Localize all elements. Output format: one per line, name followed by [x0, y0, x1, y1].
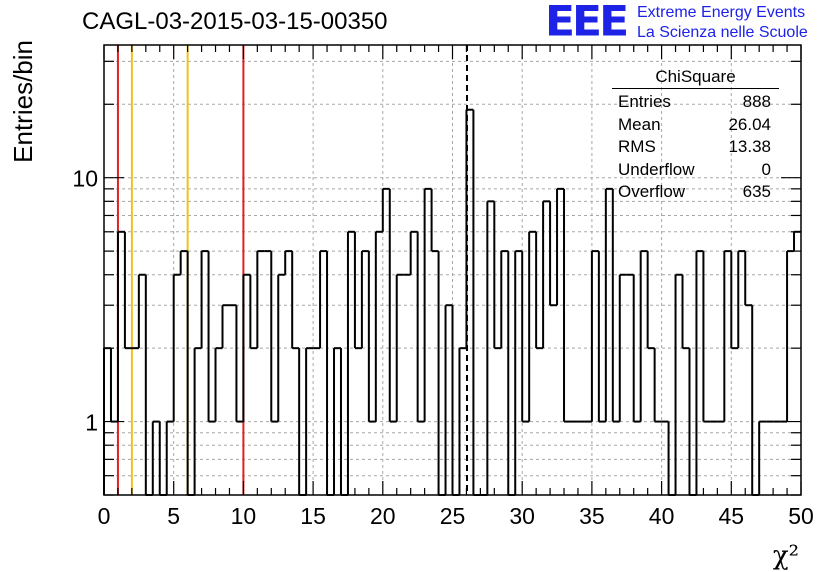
x-tick-label: 30 — [509, 503, 535, 529]
stat-label: RMS — [618, 137, 656, 156]
stat-row: Overflow 635 — [612, 181, 779, 204]
x-tick-label: 40 — [649, 503, 675, 529]
eee-logo: EEE — [545, 0, 629, 46]
x-axis-label: χ² — [773, 541, 799, 571]
stat-label: Entries — [618, 92, 671, 111]
stat-value: 13.38 — [728, 137, 771, 156]
axis-ticks — [103, 45, 802, 496]
logo-line-2: La Scienza nelle Scuole — [637, 24, 808, 41]
stat-value: 26.04 — [728, 114, 771, 134]
stat-label: Overflow — [618, 182, 686, 201]
y-tick-label: 1 — [85, 410, 98, 436]
x-tick-label: 15 — [300, 503, 326, 529]
stat-value: 888 — [742, 92, 771, 111]
x-tick-label: 45 — [719, 503, 745, 529]
x-tick-label: 0 — [98, 503, 111, 529]
x-tick-label: 35 — [579, 503, 605, 529]
chart-title: CAGL-03-2015-03-15-00350 — [82, 8, 388, 35]
y-tick-label: 10 — [72, 166, 98, 192]
stats-title: ChiSquare — [612, 66, 779, 89]
logo-line-1: Extreme Energy Events — [637, 4, 806, 21]
x-tick-label: 10 — [231, 503, 257, 529]
stat-row: Entries 888 — [612, 91, 779, 114]
stat-label: Underflow — [618, 159, 695, 179]
stat-value: 0 — [761, 159, 771, 179]
x-tick-label: 20 — [370, 503, 396, 529]
histogram-bars — [103, 108, 801, 496]
stat-row: RMS 13.38 — [612, 136, 779, 159]
tick-labels: 0 5 10 15 20 25 30 35 40 45 50 1 10 — [72, 166, 813, 529]
y-axis-label: Entries/bin — [8, 40, 38, 163]
stats-box: ChiSquare Entries 888 Mean 26.04 RMS 13.38 … — [612, 66, 779, 204]
stat-row: Mean 26.04 — [612, 114, 779, 137]
stat-row: Underflow 0 — [612, 159, 779, 182]
stat-value: 635 — [742, 182, 771, 201]
x-tick-label: 5 — [167, 503, 180, 529]
stat-label: Mean — [618, 114, 661, 134]
x-tick-label: 50 — [788, 503, 814, 529]
x-tick-label: 25 — [440, 503, 466, 529]
